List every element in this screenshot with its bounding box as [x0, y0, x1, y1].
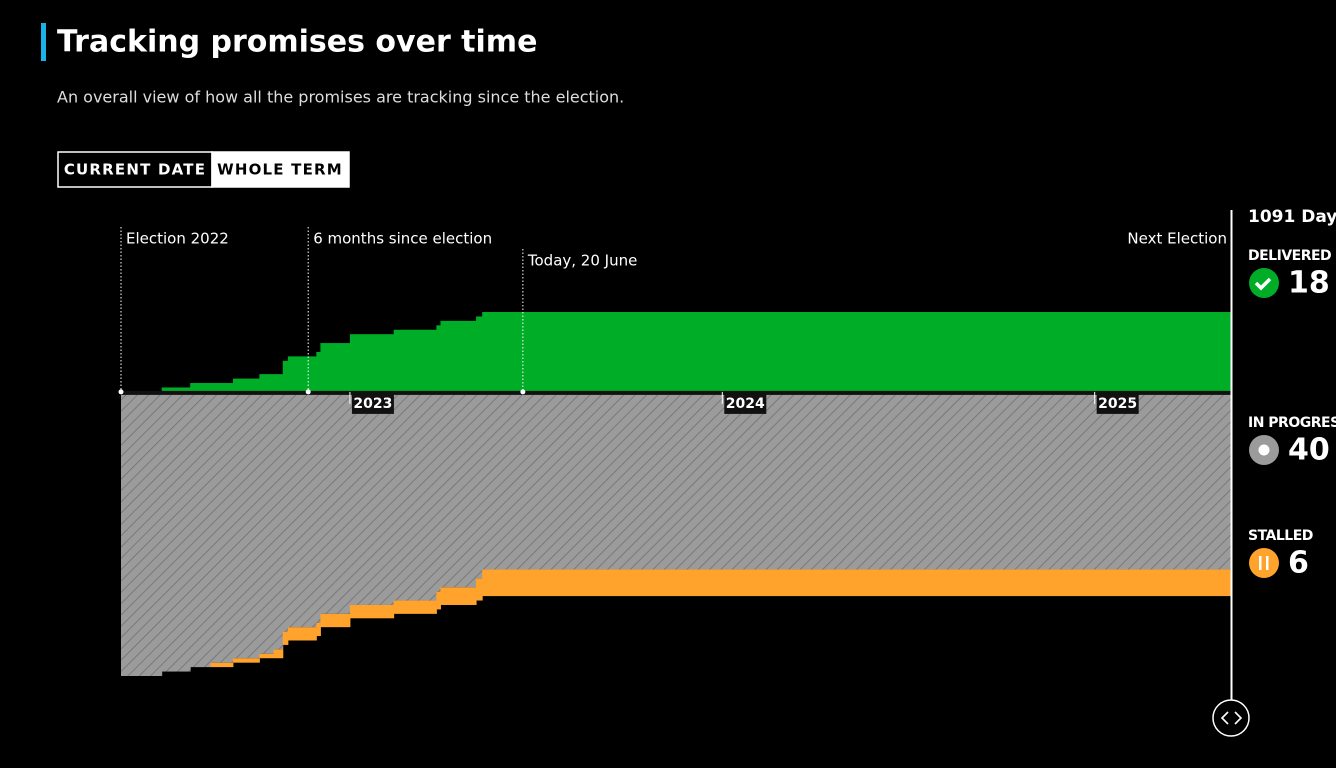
in-progress-step [121, 392, 162, 676]
in-progress-step [482, 392, 1231, 570]
dot-icon [1259, 445, 1270, 456]
stalled-step [320, 614, 350, 627]
annotation-label: 6 months since election [313, 230, 492, 248]
delivered-step [440, 321, 476, 392]
in-progress-step [316, 392, 321, 623]
title: Tracking promises over time [57, 25, 537, 60]
in-progress-step [440, 392, 476, 587]
delivered-step [211, 383, 234, 392]
annotation-dot [306, 389, 311, 394]
delivered-step [350, 334, 394, 392]
stalled-step [283, 632, 289, 645]
delivered-step [316, 352, 321, 392]
stalled-step [476, 578, 483, 600]
pause-icon [1259, 556, 1262, 570]
axis [121, 391, 1231, 395]
legend-count: 18 [1288, 266, 1330, 301]
legend-count: 6 [1288, 546, 1309, 581]
x-tick-label: 2023 [353, 396, 392, 412]
title-accent [41, 23, 46, 61]
delivered-step [476, 316, 483, 391]
button-label[interactable]: CURRENT DATE [64, 161, 206, 179]
annotation-label: Today, 20 June [527, 252, 637, 270]
in-progress-step [350, 392, 394, 605]
annotation-dot [119, 389, 124, 394]
legend-label: DELIVERED [1248, 248, 1331, 264]
in-progress-step [436, 392, 441, 592]
handle-circle[interactable] [1213, 700, 1249, 736]
stalled-step [288, 627, 317, 640]
days-label: 1091 Days [1248, 207, 1336, 227]
delivered-step [259, 374, 274, 392]
stalled-step [274, 649, 284, 658]
stalled-step [440, 587, 476, 605]
legend-label: IN PROGRESS [1248, 415, 1336, 431]
x-tick-label: 2024 [726, 396, 765, 412]
annotation-label: Election 2022 [126, 230, 229, 248]
delivered-step [482, 312, 1231, 392]
delivered-step [394, 330, 437, 392]
delivered-step [283, 361, 289, 392]
delivered-step [436, 325, 441, 392]
stalled-step [316, 623, 321, 636]
legend-label: STALLED [1248, 528, 1313, 544]
in-progress-step [283, 392, 289, 632]
subtitle: An overall view of how all the promises … [57, 88, 624, 107]
plot: 2023 2024 2025 Election 2022 6 months since … [119, 207, 1336, 676]
delivered-step [274, 374, 284, 392]
in-progress-step [190, 392, 211, 667]
toggle: CURRENT DATE WHOLE TERM [58, 152, 349, 187]
annotation-label: Next Election [1127, 230, 1227, 248]
stalled-step [259, 654, 274, 658]
delivered-step [320, 343, 350, 392]
in-progress-step [233, 392, 260, 658]
delivered-step [233, 379, 260, 392]
x-tick-label: 2025 [1098, 396, 1137, 412]
annotation-dot [520, 389, 525, 394]
delivered-step [288, 356, 317, 392]
button-label[interactable]: WHOLE TERM [217, 161, 343, 179]
in-progress-step [211, 392, 234, 663]
in-progress-step [288, 392, 317, 627]
in-progress-step [476, 392, 483, 578]
stalled-step [350, 605, 394, 618]
scrub-handle[interactable] [1213, 700, 1249, 736]
pause-icon [1266, 556, 1269, 570]
in-progress-step [394, 392, 437, 601]
in-progress-step [162, 392, 191, 672]
stalled-step [394, 601, 437, 614]
stalled-step [233, 658, 260, 662]
delivered-step [190, 383, 211, 392]
in-progress-step [274, 392, 284, 649]
in-progress-step [259, 392, 274, 654]
legend-count: 40 [1288, 433, 1330, 468]
stalled-step [211, 663, 234, 667]
in-progress-step [320, 392, 350, 614]
stalled-step [482, 569, 1231, 596]
legend-icon [1249, 548, 1279, 578]
stalled-step [436, 592, 441, 610]
